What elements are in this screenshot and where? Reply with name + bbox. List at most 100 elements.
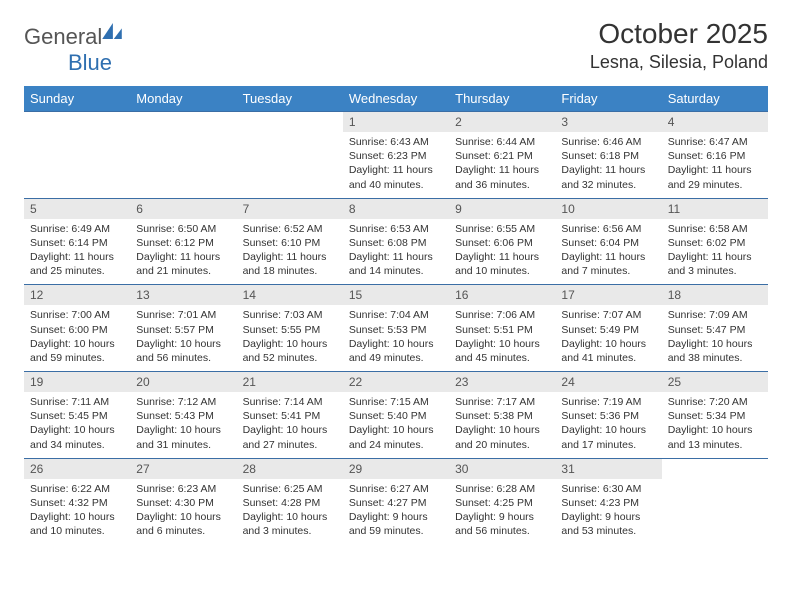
- daylight-text: Daylight: 10 hours and 17 minutes.: [561, 423, 655, 451]
- day-number-cell: 14: [237, 285, 343, 306]
- day-number-cell: 31: [555, 458, 661, 479]
- sunset-text: Sunset: 4:27 PM: [349, 496, 443, 510]
- day-data-cell: Sunrise: 6:25 AMSunset: 4:28 PMDaylight:…: [237, 479, 343, 545]
- day-data-cell: Sunrise: 7:14 AMSunset: 5:41 PMDaylight:…: [237, 392, 343, 458]
- daylight-text: Daylight: 10 hours and 38 minutes.: [668, 337, 762, 365]
- daylight-text: Daylight: 10 hours and 6 minutes.: [136, 510, 230, 538]
- logo-text-blue: Blue: [68, 50, 112, 75]
- day-data-cell: Sunrise: 7:19 AMSunset: 5:36 PMDaylight:…: [555, 392, 661, 458]
- day-number-cell: 3: [555, 112, 661, 133]
- day-number-cell: [237, 112, 343, 133]
- daylight-text: Daylight: 10 hours and 20 minutes.: [455, 423, 549, 451]
- day-number-cell: 29: [343, 458, 449, 479]
- day-data-row: Sunrise: 6:49 AMSunset: 6:14 PMDaylight:…: [24, 219, 768, 285]
- day-data-row: Sunrise: 6:43 AMSunset: 6:23 PMDaylight:…: [24, 132, 768, 198]
- sunset-text: Sunset: 6:16 PM: [668, 149, 762, 163]
- sunset-text: Sunset: 5:47 PM: [668, 323, 762, 337]
- day-data-cell: Sunrise: 7:06 AMSunset: 5:51 PMDaylight:…: [449, 305, 555, 371]
- weekday-header: Tuesday: [237, 86, 343, 112]
- day-data-cell: [24, 132, 130, 198]
- day-number-cell: 17: [555, 285, 661, 306]
- sunset-text: Sunset: 6:18 PM: [561, 149, 655, 163]
- day-data-cell: Sunrise: 7:20 AMSunset: 5:34 PMDaylight:…: [662, 392, 768, 458]
- day-data-cell: Sunrise: 7:09 AMSunset: 5:47 PMDaylight:…: [662, 305, 768, 371]
- day-data-cell: [237, 132, 343, 198]
- day-number-cell: 8: [343, 198, 449, 219]
- calendar-page: GeneralBlue October 2025 Lesna, Silesia,…: [0, 0, 792, 556]
- weekday-header: Friday: [555, 86, 661, 112]
- sunrise-text: Sunrise: 6:47 AM: [668, 135, 762, 149]
- sunset-text: Sunset: 6:10 PM: [243, 236, 337, 250]
- daylight-text: Daylight: 10 hours and 13 minutes.: [668, 423, 762, 451]
- daylight-text: Daylight: 9 hours and 59 minutes.: [349, 510, 443, 538]
- logo: GeneralBlue: [24, 18, 124, 76]
- sunrise-text: Sunrise: 7:03 AM: [243, 308, 337, 322]
- day-data-cell: Sunrise: 7:01 AMSunset: 5:57 PMDaylight:…: [130, 305, 236, 371]
- day-number-cell: 10: [555, 198, 661, 219]
- daylight-text: Daylight: 10 hours and 49 minutes.: [349, 337, 443, 365]
- day-data-cell: [662, 479, 768, 545]
- sunset-text: Sunset: 5:55 PM: [243, 323, 337, 337]
- day-number-cell: 19: [24, 372, 130, 393]
- day-data-cell: Sunrise: 6:49 AMSunset: 6:14 PMDaylight:…: [24, 219, 130, 285]
- day-number-cell: 12: [24, 285, 130, 306]
- day-data-cell: Sunrise: 7:12 AMSunset: 5:43 PMDaylight:…: [130, 392, 236, 458]
- day-data-cell: Sunrise: 7:17 AMSunset: 5:38 PMDaylight:…: [449, 392, 555, 458]
- day-data-cell: Sunrise: 7:07 AMSunset: 5:49 PMDaylight:…: [555, 305, 661, 371]
- day-number-cell: 21: [237, 372, 343, 393]
- daylight-text: Daylight: 11 hours and 25 minutes.: [30, 250, 124, 278]
- sunrise-text: Sunrise: 6:22 AM: [30, 482, 124, 496]
- day-number-cell: 7: [237, 198, 343, 219]
- day-data-cell: Sunrise: 6:22 AMSunset: 4:32 PMDaylight:…: [24, 479, 130, 545]
- daylight-text: Daylight: 10 hours and 45 minutes.: [455, 337, 549, 365]
- day-number-cell: 2: [449, 112, 555, 133]
- day-number-row: 19202122232425: [24, 372, 768, 393]
- sunrise-text: Sunrise: 7:11 AM: [30, 395, 124, 409]
- sunrise-text: Sunrise: 7:17 AM: [455, 395, 549, 409]
- daylight-text: Daylight: 11 hours and 3 minutes.: [668, 250, 762, 278]
- title-block: October 2025 Lesna, Silesia, Poland: [590, 18, 768, 73]
- page-header: GeneralBlue October 2025 Lesna, Silesia,…: [24, 18, 768, 76]
- day-number-cell: 27: [130, 458, 236, 479]
- calendar-table: SundayMondayTuesdayWednesdayThursdayFrid…: [24, 86, 768, 544]
- sunrise-text: Sunrise: 6:25 AM: [243, 482, 337, 496]
- daylight-text: Daylight: 11 hours and 32 minutes.: [561, 163, 655, 191]
- sunset-text: Sunset: 6:23 PM: [349, 149, 443, 163]
- sunset-text: Sunset: 5:40 PM: [349, 409, 443, 423]
- sunset-text: Sunset: 4:25 PM: [455, 496, 549, 510]
- sunrise-text: Sunrise: 7:20 AM: [668, 395, 762, 409]
- sunrise-text: Sunrise: 6:30 AM: [561, 482, 655, 496]
- daylight-text: Daylight: 11 hours and 36 minutes.: [455, 163, 549, 191]
- daylight-text: Daylight: 9 hours and 56 minutes.: [455, 510, 549, 538]
- month-title: October 2025: [590, 18, 768, 50]
- day-number-cell: 28: [237, 458, 343, 479]
- day-data-cell: Sunrise: 7:04 AMSunset: 5:53 PMDaylight:…: [343, 305, 449, 371]
- sunset-text: Sunset: 5:53 PM: [349, 323, 443, 337]
- sunset-text: Sunset: 5:41 PM: [243, 409, 337, 423]
- daylight-text: Daylight: 11 hours and 29 minutes.: [668, 163, 762, 191]
- day-number-cell: 13: [130, 285, 236, 306]
- day-data-cell: Sunrise: 7:00 AMSunset: 6:00 PMDaylight:…: [24, 305, 130, 371]
- sunrise-text: Sunrise: 6:46 AM: [561, 135, 655, 149]
- sunset-text: Sunset: 6:12 PM: [136, 236, 230, 250]
- logo-text-general: General: [24, 24, 102, 50]
- sunset-text: Sunset: 4:23 PM: [561, 496, 655, 510]
- daylight-text: Daylight: 10 hours and 10 minutes.: [30, 510, 124, 538]
- weekday-header: Sunday: [24, 86, 130, 112]
- day-number-cell: [24, 112, 130, 133]
- sunset-text: Sunset: 6:08 PM: [349, 236, 443, 250]
- day-data-row: Sunrise: 7:11 AMSunset: 5:45 PMDaylight:…: [24, 392, 768, 458]
- day-number-cell: 6: [130, 198, 236, 219]
- day-number-cell: 11: [662, 198, 768, 219]
- day-number-cell: 5: [24, 198, 130, 219]
- calendar-header-row: SundayMondayTuesdayWednesdayThursdayFrid…: [24, 86, 768, 112]
- sunset-text: Sunset: 6:21 PM: [455, 149, 549, 163]
- weekday-header: Wednesday: [343, 86, 449, 112]
- day-number-cell: 22: [343, 372, 449, 393]
- daylight-text: Daylight: 10 hours and 34 minutes.: [30, 423, 124, 451]
- weekday-header: Monday: [130, 86, 236, 112]
- daylight-text: Daylight: 11 hours and 21 minutes.: [136, 250, 230, 278]
- day-data-cell: [130, 132, 236, 198]
- day-number-cell: 18: [662, 285, 768, 306]
- day-data-cell: Sunrise: 6:43 AMSunset: 6:23 PMDaylight:…: [343, 132, 449, 198]
